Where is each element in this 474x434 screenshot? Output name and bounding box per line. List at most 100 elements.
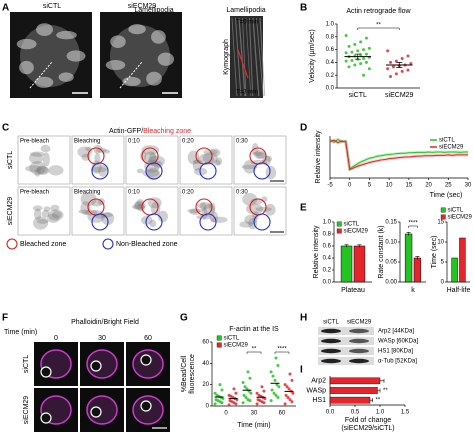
lamellipodium bbox=[110, 35, 126, 49]
column-label: 0:30 bbox=[236, 139, 248, 145]
legend-label: siECM29 bbox=[344, 229, 369, 235]
data-point bbox=[353, 42, 357, 46]
data-point bbox=[248, 376, 252, 380]
condition-label: siCTL bbox=[43, 3, 61, 10]
data-point bbox=[284, 393, 288, 397]
data-point bbox=[344, 34, 348, 38]
bead bbox=[40, 412, 52, 424]
x-tick-label: 5 bbox=[368, 183, 372, 189]
x-tick-label: 0 bbox=[224, 411, 228, 417]
micrograph bbox=[17, 135, 71, 185]
actin-blob bbox=[90, 166, 108, 173]
non-bleached-zone bbox=[145, 213, 163, 231]
band-label: WASp [60KDa] bbox=[378, 339, 418, 345]
actin-blob bbox=[200, 202, 207, 211]
panel-letter: G bbox=[180, 313, 188, 324]
data-point bbox=[213, 391, 217, 395]
band bbox=[321, 348, 341, 354]
data-point bbox=[232, 387, 236, 391]
kymo-streak bbox=[235, 17, 242, 97]
data-point bbox=[241, 401, 245, 405]
x-tick-label: 0.5 bbox=[351, 410, 360, 416]
condition-label: siECM29 bbox=[128, 3, 157, 10]
legend-label: Bleached zone bbox=[20, 241, 66, 248]
band-label: Arp2 [44KDa] bbox=[378, 329, 414, 335]
lamellipodium bbox=[56, 30, 77, 40]
data-point bbox=[274, 356, 278, 360]
panel-letter: B bbox=[300, 3, 307, 14]
data-point bbox=[249, 391, 253, 395]
non-bleached-zone bbox=[253, 162, 271, 180]
data-point bbox=[241, 381, 245, 385]
data-point bbox=[364, 52, 368, 56]
lamellipodium bbox=[105, 60, 126, 71]
legend-label: siCTL bbox=[448, 208, 464, 214]
data-point bbox=[367, 67, 371, 71]
chart-title: Actin retrograde flow bbox=[346, 8, 411, 15]
x-axis-label: (siECM29/siCTL) bbox=[341, 425, 394, 432]
bar bbox=[413, 257, 422, 283]
bar bbox=[329, 377, 381, 385]
panel-letter: F bbox=[2, 313, 8, 324]
error-bar bbox=[380, 378, 385, 383]
data-point bbox=[260, 385, 264, 389]
legend-swatch bbox=[336, 221, 342, 227]
y-axis-label: Velocity (μm/sec) bbox=[309, 29, 316, 82]
micrograph bbox=[179, 186, 233, 236]
y-tick-label: 10 bbox=[437, 240, 444, 246]
non-bleached-zone bbox=[199, 162, 217, 180]
actin-blob bbox=[140, 150, 147, 161]
panel-title: Phalloidin/Bright Field bbox=[71, 319, 139, 326]
row-label: siECM29 bbox=[23, 396, 30, 425]
kymo-streak bbox=[259, 17, 266, 97]
actin-blob bbox=[25, 165, 42, 172]
y-axis-label: Relative intensity bbox=[315, 130, 322, 183]
significance: ** bbox=[376, 23, 381, 29]
legend-label: siECM29 bbox=[224, 343, 249, 349]
y-tick-label: WASp bbox=[306, 387, 326, 394]
y-tick-label: 0.0 bbox=[323, 280, 332, 286]
lamellipodium bbox=[151, 30, 166, 44]
data-point bbox=[227, 403, 231, 407]
actin-blob bbox=[40, 144, 51, 153]
y-tick-label: 0.4 bbox=[326, 60, 335, 66]
x-tick-label: 1.5 bbox=[401, 410, 410, 416]
data-point bbox=[367, 46, 371, 50]
data-point bbox=[288, 398, 292, 402]
actin-blob bbox=[242, 192, 258, 206]
data-point bbox=[290, 378, 294, 382]
significance-bracket bbox=[246, 351, 262, 354]
kymo-streak bbox=[245, 17, 252, 97]
actin-blob bbox=[80, 192, 97, 207]
legend-label: Non-Bleached zone bbox=[116, 241, 178, 248]
actin-blob bbox=[241, 164, 258, 170]
actin-blob bbox=[137, 203, 145, 212]
cell bbox=[20, 25, 80, 87]
column-label: Bleaching bbox=[74, 190, 100, 196]
data-point bbox=[389, 74, 393, 78]
row-label: siECM29 bbox=[7, 197, 14, 226]
data-point bbox=[256, 398, 260, 402]
significance: ** bbox=[383, 388, 388, 394]
data-point bbox=[271, 374, 275, 378]
data-point bbox=[275, 383, 279, 387]
y-tick-label: 0.00 bbox=[385, 280, 397, 286]
column-label: siCTL bbox=[323, 320, 339, 326]
data-point bbox=[276, 395, 280, 399]
y-tick-label: 40 bbox=[202, 361, 209, 367]
actin-blob bbox=[255, 206, 272, 212]
band-label: HS1 [80KDa] bbox=[378, 349, 413, 355]
y-tick-label: 0.2 bbox=[323, 268, 332, 274]
actin-blob bbox=[51, 211, 62, 219]
y-tick-label: 0.4 bbox=[323, 256, 332, 262]
actin-blob bbox=[29, 151, 45, 157]
actin-blob bbox=[50, 204, 60, 212]
actin-blob bbox=[33, 216, 49, 230]
actin-blob bbox=[146, 167, 161, 180]
error-bar bbox=[396, 62, 403, 68]
lamellipodium bbox=[157, 52, 175, 66]
row-label: siCTL bbox=[23, 355, 30, 373]
blot-strip bbox=[318, 347, 374, 355]
data-point bbox=[220, 388, 224, 392]
bar bbox=[329, 387, 378, 394]
